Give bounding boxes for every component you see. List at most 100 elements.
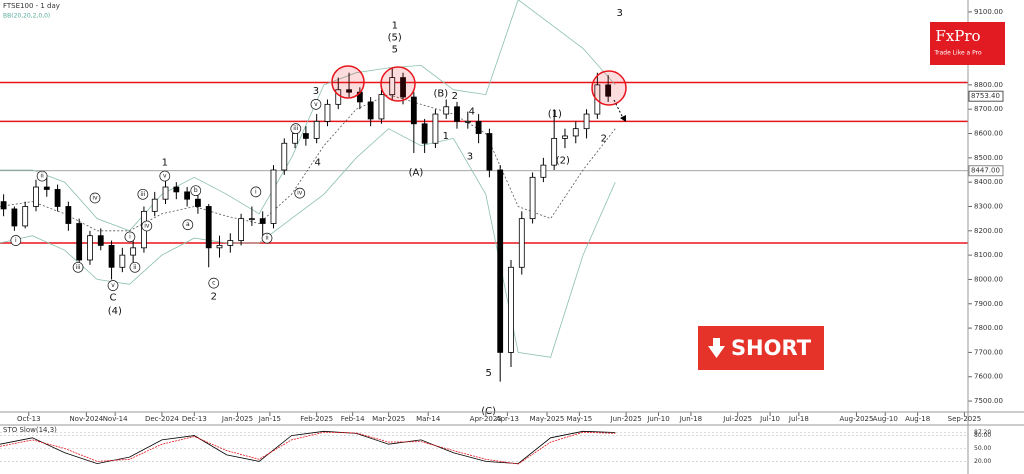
down-arrow-icon: [708, 338, 725, 358]
last-price-label: 8753.40: [971, 92, 1000, 100]
candle-body: [508, 266, 514, 353]
bollinger-middle: [0, 94, 616, 232]
candle-body: [605, 84, 612, 97]
wave-label: v: [163, 173, 167, 180]
candle-body: [173, 186, 180, 193]
candle-body: [151, 198, 158, 212]
candle-body: [33, 186, 39, 207]
wave-label: 2: [211, 291, 217, 302]
wave-label: 1: [162, 158, 168, 169]
x-tick-label: Jul-18: [788, 415, 809, 423]
annotation-circle: [250, 186, 262, 198]
candle-body: [238, 218, 245, 241]
annotation-circle: [137, 188, 149, 200]
candle-body: [292, 133, 298, 144]
highlight-circle: [331, 65, 365, 99]
y-tick-label: 8800.00: [974, 81, 1003, 89]
wave-label: (5): [388, 32, 402, 43]
candle-body: [119, 254, 126, 268]
candle-body: [22, 206, 29, 227]
stoch-tick-label: 80.00: [974, 432, 991, 439]
x-tick-label: Feb-2025: [300, 415, 333, 423]
annotation-circle: [141, 220, 153, 232]
candle-body: [65, 206, 72, 224]
candle-body: [454, 106, 460, 122]
wave-label: ii: [133, 264, 137, 271]
y-tick-label: 7500.00: [974, 397, 1003, 405]
wave-label: iv: [297, 190, 303, 197]
x-tick-label: Apr-13: [496, 415, 519, 423]
wave-label: iii: [140, 191, 145, 198]
candle-body: [184, 191, 191, 200]
wave-label: 3: [467, 152, 473, 163]
annotation-circle: [208, 277, 220, 289]
candle-body: [270, 169, 277, 224]
y-tick-label: 8000.00: [974, 275, 1003, 283]
logo-box: [930, 22, 1005, 65]
y-tick-label: 8100.00: [974, 251, 1003, 259]
wave-label: i: [129, 233, 131, 240]
candle-body: [389, 77, 396, 96]
candle-body: [302, 133, 309, 139]
x-tick-label: Jun-2025: [610, 415, 642, 423]
x-tick-label: Jan-2025: [221, 415, 253, 423]
marked-level-label: 8447.00: [971, 167, 1000, 175]
annotation-circle: [182, 219, 194, 231]
wave-label: C: [110, 293, 117, 304]
stoch-tick-label: 87.20: [974, 429, 991, 436]
y-tick-label: 7900.00: [974, 300, 1003, 308]
wave-label: a: [186, 221, 190, 228]
stoch-tick-label: 50.00: [974, 445, 991, 452]
annotation-circle: [89, 192, 101, 204]
candle-body: [421, 123, 428, 144]
x-tick-label: Mar-2025: [372, 415, 405, 423]
candle-body: [0, 201, 7, 210]
x-tick-label: Jun-10: [646, 415, 669, 423]
candle-body: [227, 240, 234, 246]
logo-tagline: Trade Like a Pro: [933, 50, 982, 57]
chart-title: FTSE100 - 1 day: [3, 2, 60, 10]
annotation-circle: [10, 235, 22, 246]
candle-body: [87, 235, 93, 261]
wave-label: i: [15, 237, 17, 244]
annotation-circle: [107, 280, 119, 291]
y-tick-label: 9100.00: [974, 8, 1003, 16]
candle-body: [43, 186, 50, 190]
x-tick-label: Nov-2024: [69, 415, 103, 423]
annotation-circle: [294, 187, 306, 199]
wave-label: 4: [469, 107, 475, 118]
wave-label: iv: [92, 194, 98, 201]
y-tick-label: 7800.00: [974, 324, 1003, 332]
candle-body: [108, 245, 115, 268]
wave-label: 3: [616, 8, 622, 19]
candle-body: [11, 208, 18, 227]
plot-area: 9100.009000.008900.008800.008700.008600.…: [0, 0, 1004, 465]
candle-body: [367, 101, 374, 120]
candle-body: [486, 133, 493, 171]
candle-body: [562, 135, 568, 139]
candle-body: [443, 106, 450, 115]
candle-body: [324, 103, 331, 122]
x-tick-label: Apr-2025: [470, 415, 502, 423]
candle-body: [195, 198, 201, 207]
stochastic-line: [0, 431, 616, 465]
wave-label: 2: [601, 133, 607, 144]
wave-label: (4): [108, 306, 122, 317]
candle-body: [497, 169, 504, 353]
annotation-circle: [190, 185, 202, 197]
wave-label: 1: [443, 131, 449, 142]
x-tick-label: Dec-2024: [145, 415, 179, 423]
stochastic-title: STO Slow(14,3): [3, 426, 57, 434]
wave-label: iv: [144, 222, 150, 229]
arrow-head: [620, 115, 626, 122]
indicator-label: BB(20,20,2,0,0): [3, 13, 50, 20]
highlight-circle: [591, 70, 627, 106]
wave-label: ii: [40, 173, 44, 180]
y-tick-label: 8500.00: [974, 154, 1003, 162]
wave-label: 4: [315, 158, 321, 169]
candle-body: [432, 113, 439, 144]
bollinger-upper: [0, 0, 616, 232]
wave-label: 1: [392, 20, 398, 31]
candle-body: [130, 247, 137, 256]
